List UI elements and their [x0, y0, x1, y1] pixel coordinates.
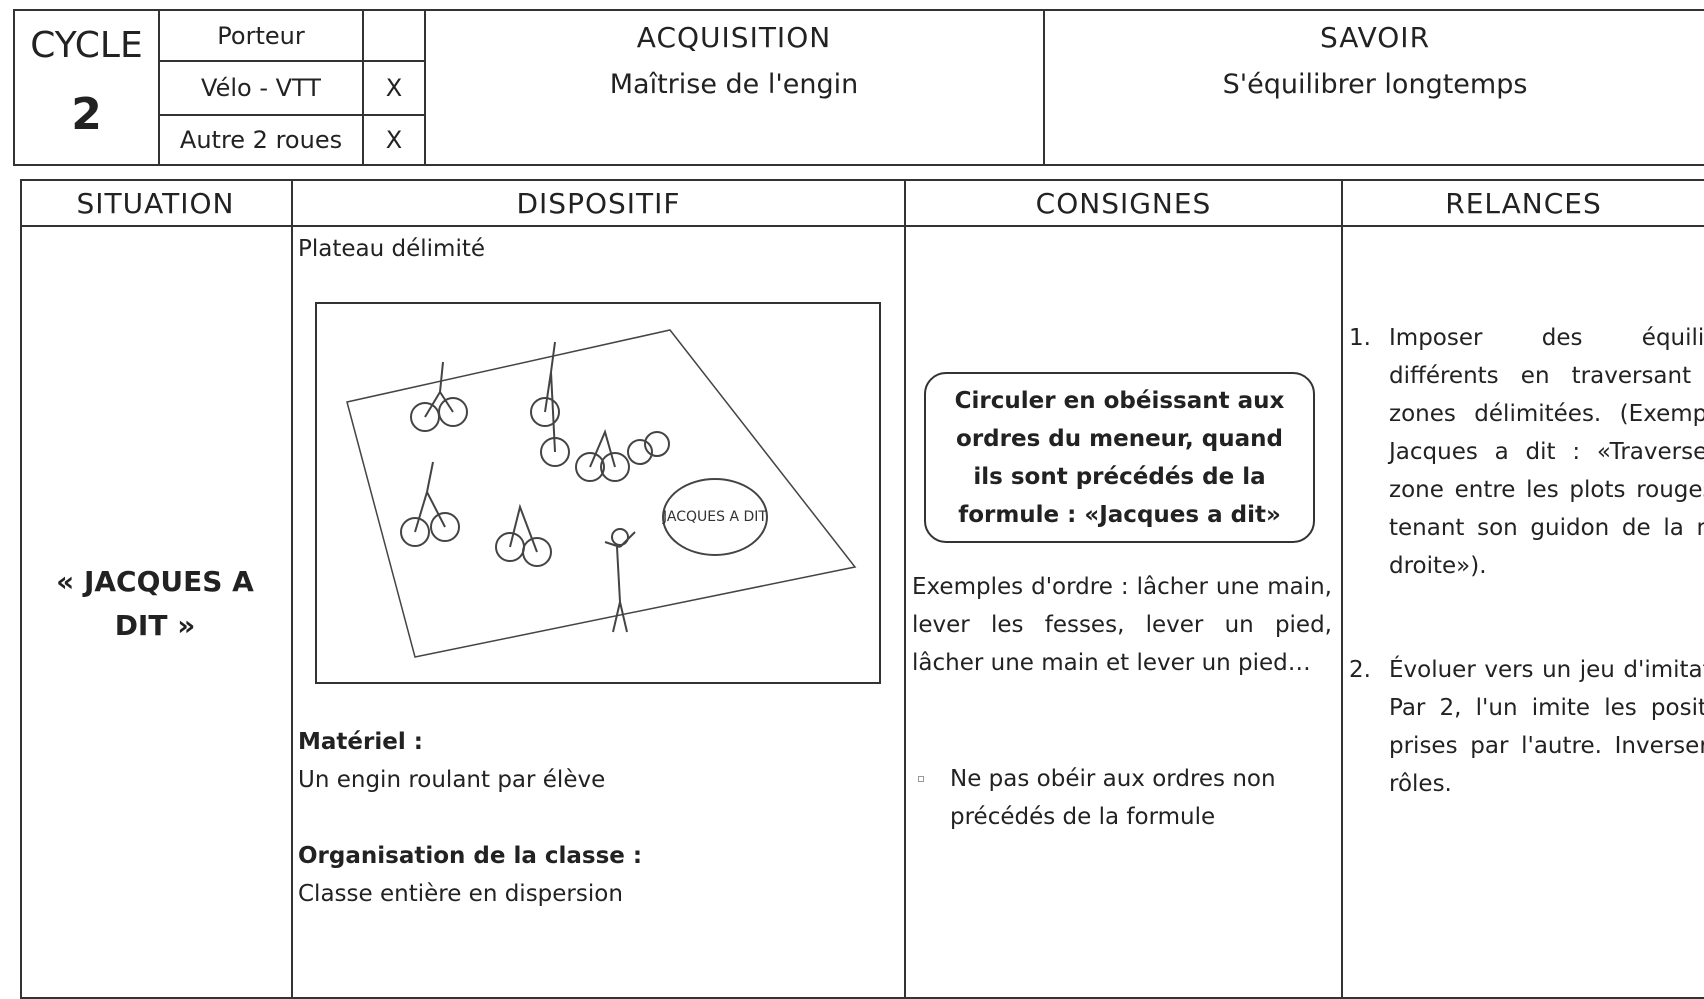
row-line [20, 225, 1704, 227]
porteur-row: Autre 2 roues [158, 114, 364, 166]
porteur-check: X [362, 60, 426, 116]
porteur-title: Porteur [158, 9, 364, 62]
column-header: CONSIGNES [1035, 186, 1212, 220]
col-line [904, 179, 906, 999]
col-line [1341, 179, 1343, 999]
relance-number: 1. [1349, 325, 1371, 351]
savoir-box: SAVOIR S'équilibrer longtemps [1043, 9, 1704, 166]
acquisition-title: ACQUISITION [636, 21, 832, 54]
consigne-box: Circuler en obéissant aux ordres du mene… [924, 372, 1315, 543]
bubble-text: JACQUES A DIT [662, 509, 767, 525]
relance-number: 2. [1349, 657, 1371, 683]
porteur-check: X [362, 114, 426, 166]
materiel-title: Matériel : [298, 729, 423, 755]
relance-text: Évoluer vers un jeu d'imitation. Par 2, … [1389, 657, 1704, 797]
col-line [291, 179, 293, 999]
column-header: RELANCES [1445, 186, 1602, 220]
plateau-label: Plateau délimité [298, 236, 485, 262]
organisation-title: Organisation de la classe : [298, 843, 643, 869]
savoir-subtitle: S'équilibrer longtemps [1222, 69, 1528, 100]
porteur-row: Vélo - VTT [158, 60, 364, 116]
consigne-examples: Exemples d'ordre : lâcher une main, leve… [912, 574, 1332, 676]
relance-text: Imposer des équilibres différents en tra… [1389, 325, 1704, 579]
illustration: JACQUES A DIT [315, 302, 881, 684]
materiel-text: Un engin roulant par élève [298, 767, 606, 793]
situation-title: « JACQUES A DIT » [56, 565, 254, 642]
bullet [918, 776, 924, 782]
empty-cell [362, 9, 426, 62]
savoir-title: SAVOIR [1319, 21, 1431, 54]
column-header: SITUATION [76, 186, 235, 220]
column-header: DISPOSITIF [516, 186, 681, 220]
acquisition-subtitle: Maîtrise de l'engin [609, 69, 859, 100]
cycle-box: CYCLE 2 [13, 9, 160, 166]
relances-column: 1. Imposer des équilibres différents en … [1343, 227, 1704, 980]
cycle-number: 2 [71, 89, 102, 140]
acquisition-box: ACQUISITION Maîtrise de l'engin [424, 9, 1044, 166]
consigne-note: Ne pas obéir aux ordres non précédés de … [950, 766, 1276, 830]
organisation-text: Classe entière en dispersion [298, 881, 623, 907]
cycle-label: CYCLE [30, 25, 143, 66]
